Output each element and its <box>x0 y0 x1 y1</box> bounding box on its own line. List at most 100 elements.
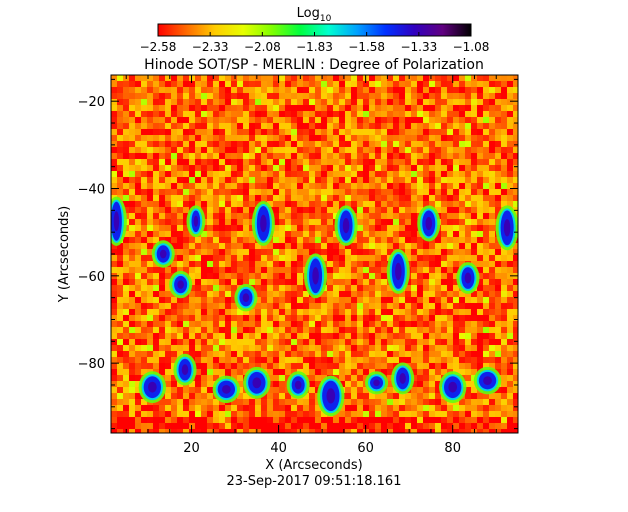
heatmap-cell <box>315 411 321 417</box>
heatmap-cell <box>171 429 177 433</box>
heatmap-cell <box>315 333 321 339</box>
heatmap-cell <box>267 105 273 111</box>
heatmap-cell <box>111 117 117 123</box>
heatmap-cell <box>363 201 369 207</box>
heatmap-cell <box>123 183 129 189</box>
heatmap-cell <box>387 309 393 315</box>
heatmap-cell <box>207 141 213 147</box>
heatmap-cell <box>381 243 387 249</box>
heatmap-cell <box>507 363 513 369</box>
heatmap-cell <box>429 345 435 351</box>
heatmap-cell <box>513 417 518 423</box>
heatmap-cell <box>171 117 177 123</box>
heatmap-cell <box>333 99 339 105</box>
heatmap-cell <box>333 351 339 357</box>
heatmap-cell <box>165 81 171 87</box>
heatmap-cell <box>315 153 321 159</box>
heatmap-cell <box>441 309 447 315</box>
heatmap-cell <box>501 159 507 165</box>
heatmap-cell <box>369 279 375 285</box>
heatmap-cell <box>135 111 141 117</box>
heatmap-cell <box>363 243 369 249</box>
heatmap-cell <box>279 267 285 273</box>
heatmap-cell <box>315 417 321 423</box>
heatmap-cell <box>465 393 471 399</box>
heatmap-cell <box>447 153 453 159</box>
heatmap-cell <box>207 135 213 141</box>
heatmap-cell <box>141 195 147 201</box>
heatmap-cell <box>501 147 507 153</box>
heatmap-cell <box>399 333 405 339</box>
heatmap-cell <box>513 405 518 411</box>
heatmap-cell <box>297 213 303 219</box>
heatmap-cell <box>411 87 417 93</box>
heatmap-cell <box>405 213 411 219</box>
heatmap-cell <box>339 171 345 177</box>
heatmap-cell <box>351 159 357 165</box>
heatmap-cell <box>387 405 393 411</box>
heatmap-cell <box>303 87 309 93</box>
heatmap-cell <box>297 207 303 213</box>
heatmap-cell <box>405 357 411 363</box>
heatmap-cell <box>177 195 183 201</box>
heatmap-cell <box>285 285 291 291</box>
heatmap-cell <box>303 333 309 339</box>
heatmap-cell <box>255 351 261 357</box>
heatmap-cell <box>123 111 129 117</box>
heatmap-cell <box>309 177 315 183</box>
heatmap-cell <box>483 285 489 291</box>
heatmap-cell <box>165 375 171 381</box>
heatmap-cell <box>219 297 225 303</box>
chart-title: Hinode SOT/SP - MERLIN : Degree of Polar… <box>144 57 484 73</box>
heatmap-cell <box>429 117 435 123</box>
heatmap-cell <box>237 423 243 429</box>
heatmap-cell <box>195 153 201 159</box>
heatmap-cell <box>207 123 213 129</box>
heatmap-cell <box>459 231 465 237</box>
heatmap-cell <box>489 357 495 363</box>
heatmap-cell <box>219 201 225 207</box>
heatmap-cell <box>315 129 321 135</box>
heatmap-cell <box>477 309 483 315</box>
heatmap-cell <box>339 153 345 159</box>
heatmap-cell <box>129 153 135 159</box>
heatmap-cell <box>279 87 285 93</box>
heatmap-cell <box>237 357 243 363</box>
heatmap-cell <box>423 87 429 93</box>
heatmap-cell <box>261 135 267 141</box>
heatmap-cell <box>381 105 387 111</box>
heatmap-cell <box>279 255 285 261</box>
heatmap-cell <box>273 225 279 231</box>
heatmap-cell <box>387 345 393 351</box>
heatmap-cell <box>399 201 405 207</box>
heatmap-cell <box>387 123 393 129</box>
heatmap-cell <box>453 189 459 195</box>
heatmap-cell <box>507 255 513 261</box>
heatmap-cell <box>411 387 417 393</box>
heatmap-cell <box>429 249 435 255</box>
heatmap-cell <box>429 189 435 195</box>
heatmap-cell <box>171 417 177 423</box>
heatmap-cell <box>477 117 483 123</box>
heatmap-cell <box>141 135 147 141</box>
heatmap-cell <box>423 261 429 267</box>
heatmap-cell <box>423 141 429 147</box>
heatmap-cell <box>477 141 483 147</box>
heatmap-cell <box>435 351 441 357</box>
heatmap-cell <box>483 333 489 339</box>
heatmap-cell <box>339 129 345 135</box>
heatmap-cell <box>201 351 207 357</box>
heatmap-cell <box>195 291 201 297</box>
heatmap-cell <box>147 357 153 363</box>
heatmap-cell <box>237 243 243 249</box>
heatmap-cell <box>297 201 303 207</box>
heatmap-cell <box>405 405 411 411</box>
heatmap-cell <box>165 423 171 429</box>
heatmap-cell <box>381 171 387 177</box>
heatmap-cell <box>423 129 429 135</box>
heatmap-cell <box>249 153 255 159</box>
heatmap-cell <box>291 165 297 171</box>
heatmap-cell <box>345 273 351 279</box>
heatmap-cell <box>465 399 471 405</box>
heatmap-cell <box>117 381 123 387</box>
